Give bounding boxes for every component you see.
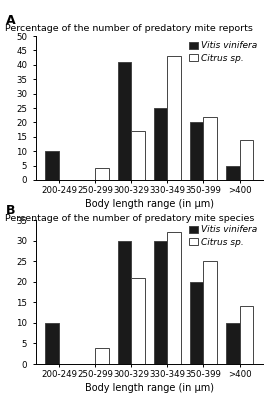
Bar	[95, 168, 109, 180]
Bar	[118, 240, 131, 364]
Bar	[131, 278, 145, 364]
Text: B: B	[5, 204, 15, 217]
Bar	[118, 62, 131, 180]
Bar	[239, 140, 253, 180]
Bar	[239, 306, 253, 364]
Text: Percentage of the number of predatory mite reports: Percentage of the number of predatory mi…	[5, 24, 253, 33]
Bar	[190, 282, 204, 364]
Bar	[167, 56, 181, 180]
X-axis label: Body length range (in μm): Body length range (in μm)	[85, 384, 214, 394]
Bar	[154, 108, 167, 180]
Legend: Vitis vinifera, Citrus sp.: Vitis vinifera, Citrus sp.	[188, 40, 259, 64]
Bar	[226, 166, 239, 180]
Bar	[45, 151, 59, 180]
X-axis label: Body length range (in μm): Body length range (in μm)	[85, 200, 214, 210]
Bar	[226, 323, 239, 364]
Bar	[154, 240, 167, 364]
Bar	[204, 117, 217, 180]
Bar	[131, 131, 145, 180]
Bar	[95, 348, 109, 364]
Bar	[190, 122, 204, 180]
Bar	[167, 232, 181, 364]
Text: Percentage of the number of predatory mite species: Percentage of the number of predatory mi…	[5, 214, 255, 223]
Legend: Vitis vinifera, Citrus sp.: Vitis vinifera, Citrus sp.	[188, 224, 259, 248]
Bar	[204, 261, 217, 364]
Bar	[45, 323, 59, 364]
Text: A: A	[5, 14, 15, 27]
